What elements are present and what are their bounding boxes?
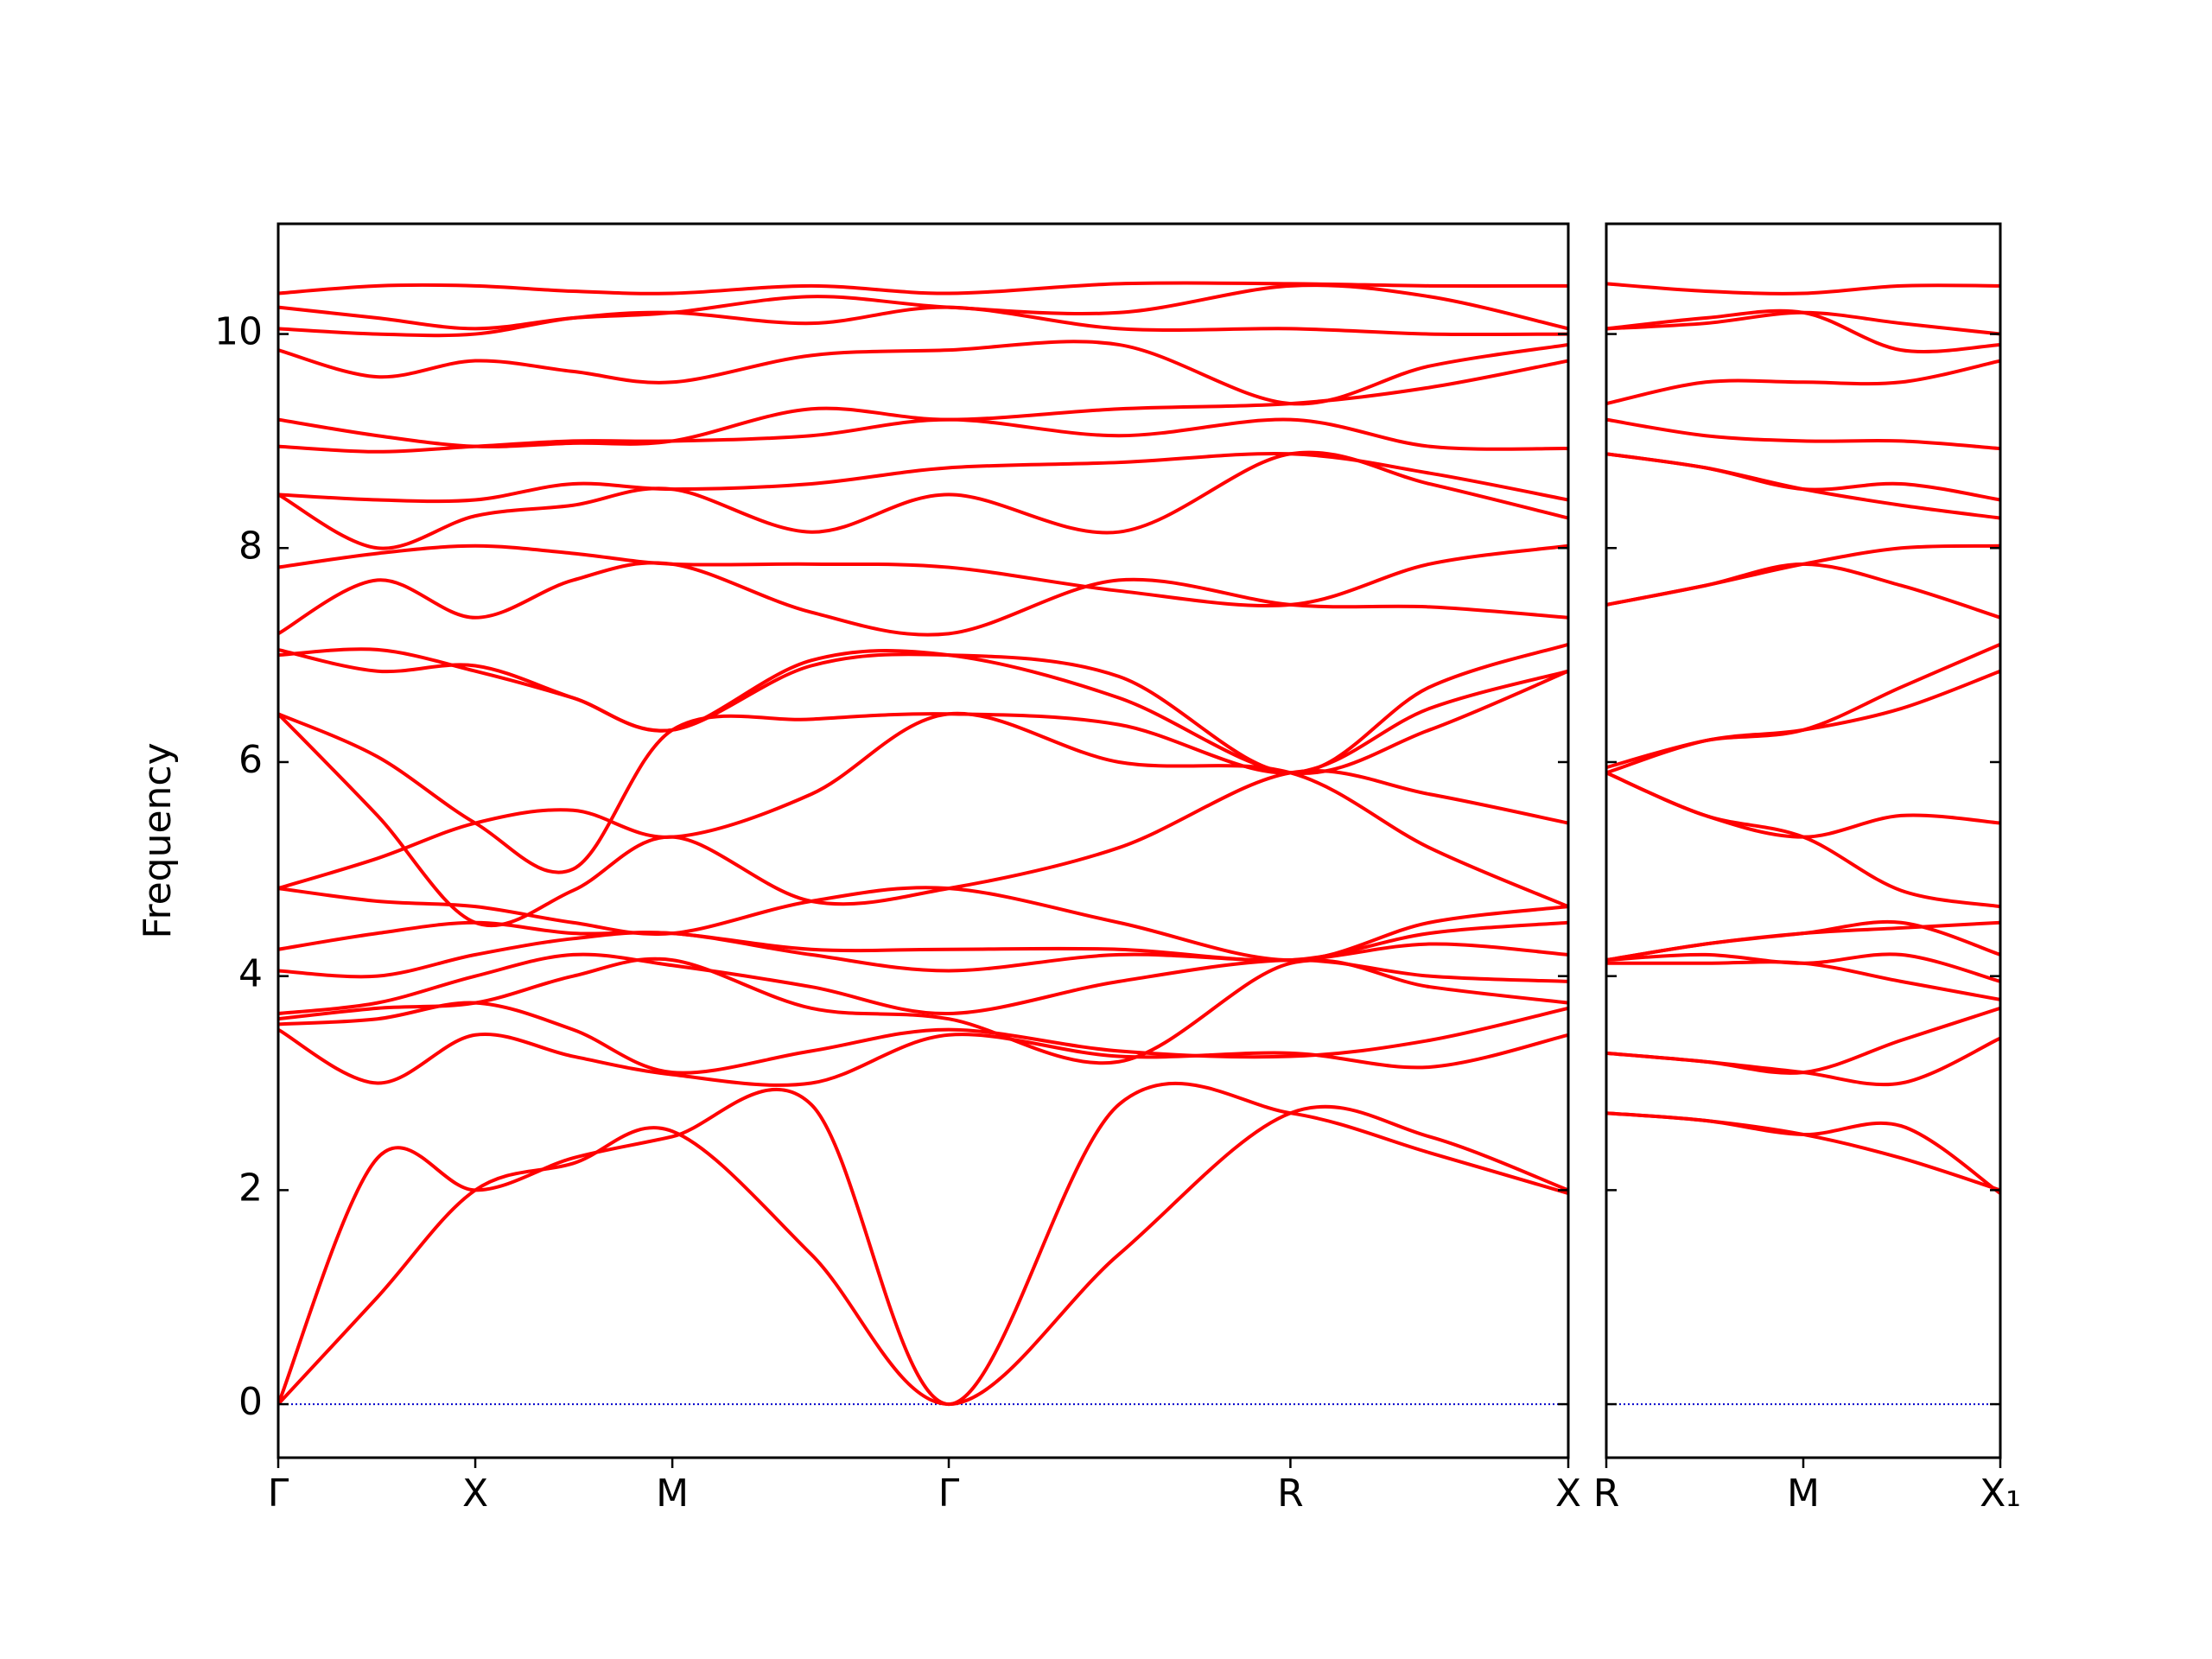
band-line — [278, 359, 1568, 448]
band-line — [278, 647, 1568, 776]
band-line — [1606, 417, 2000, 451]
x-tick-label: R — [1593, 1471, 1620, 1516]
band-line — [1606, 771, 2000, 909]
y-tick-label: 8 — [238, 524, 263, 568]
band-line — [1606, 1036, 2000, 1087]
band-line — [278, 281, 1568, 296]
band-line — [278, 450, 1568, 550]
band-line — [1606, 642, 2000, 770]
band-line — [278, 711, 1568, 909]
band-line — [278, 1027, 1568, 1087]
band-line — [278, 452, 1568, 504]
band-line — [1606, 1006, 2000, 1075]
band-line — [278, 669, 1568, 874]
x-tick-label: Γ — [938, 1471, 960, 1516]
band-line — [1606, 771, 2000, 839]
band-line — [1606, 308, 2000, 353]
y-tick-label: 4 — [238, 952, 263, 996]
band-line — [1606, 543, 2000, 607]
band-line — [278, 305, 1568, 338]
x-tick-label: M — [656, 1471, 689, 1516]
band-line — [1606, 452, 2000, 520]
band-line — [278, 886, 1568, 963]
y-axis-label: Frequency — [136, 742, 180, 938]
plot-area — [278, 281, 1568, 1407]
x-tick-label: Γ — [268, 1471, 289, 1516]
plot-area — [1606, 282, 2000, 1406]
y-tick-label: 6 — [238, 738, 263, 782]
band-line — [1606, 920, 2000, 963]
y-tick-label: 10 — [214, 310, 263, 354]
x-tick-label: R — [1277, 1471, 1304, 1516]
y-tick-label: 0 — [238, 1380, 263, 1424]
x-tick-label: M — [1787, 1471, 1820, 1516]
band-line — [278, 1081, 1568, 1407]
band-line — [278, 340, 1568, 406]
band-line — [1606, 359, 2000, 406]
y-tick-label: 2 — [238, 1166, 263, 1210]
band-line — [278, 952, 1568, 1016]
band-line — [1606, 952, 2000, 983]
band-line — [1606, 452, 2000, 502]
x-tick-label: X — [462, 1471, 488, 1516]
axes-frame — [276, 222, 1570, 1459]
band-line — [1606, 282, 2000, 296]
x-tick-label: X₁ — [1980, 1471, 2021, 1516]
band-line — [1606, 960, 2000, 1001]
band-line — [1606, 1111, 2000, 1192]
band-line — [278, 1104, 1568, 1407]
band-line — [278, 931, 1568, 979]
axes-frame — [1605, 222, 2002, 1459]
band-line — [278, 561, 1568, 637]
band-line — [1606, 1111, 2000, 1195]
band-line — [1606, 669, 2000, 775]
band-line — [278, 543, 1568, 608]
x-tick-label: X — [1555, 1471, 1581, 1516]
band-line — [278, 642, 1568, 775]
band-line — [1606, 562, 2000, 620]
